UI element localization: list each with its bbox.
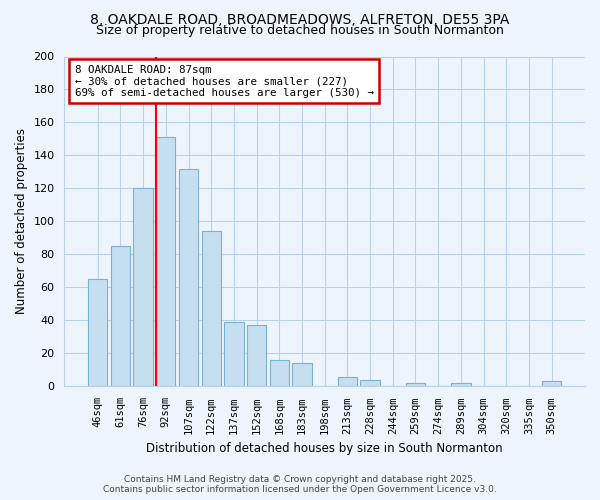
Bar: [179, 168, 198, 386]
Text: Contains HM Land Registry data © Crown copyright and database right 2025.
Contai: Contains HM Land Registry data © Crown c…: [103, 474, 497, 494]
Bar: [88, 279, 107, 386]
Bar: [292, 364, 311, 386]
Bar: [224, 322, 244, 386]
Bar: [361, 380, 380, 386]
Text: 8, OAKDALE ROAD, BROADMEADOWS, ALFRETON, DE55 3PA: 8, OAKDALE ROAD, BROADMEADOWS, ALFRETON,…: [91, 12, 509, 26]
Bar: [406, 383, 425, 386]
Text: Size of property relative to detached houses in South Normanton: Size of property relative to detached ho…: [96, 24, 504, 37]
Bar: [202, 232, 221, 386]
Bar: [133, 188, 153, 386]
Bar: [111, 246, 130, 386]
Bar: [542, 382, 562, 386]
Y-axis label: Number of detached properties: Number of detached properties: [15, 128, 28, 314]
Bar: [247, 326, 266, 386]
Bar: [269, 360, 289, 386]
Bar: [338, 376, 357, 386]
Bar: [156, 138, 175, 386]
Bar: [451, 383, 470, 386]
Text: 8 OAKDALE ROAD: 87sqm
← 30% of detached houses are smaller (227)
69% of semi-det: 8 OAKDALE ROAD: 87sqm ← 30% of detached …: [75, 64, 374, 98]
X-axis label: Distribution of detached houses by size in South Normanton: Distribution of detached houses by size …: [146, 442, 503, 455]
